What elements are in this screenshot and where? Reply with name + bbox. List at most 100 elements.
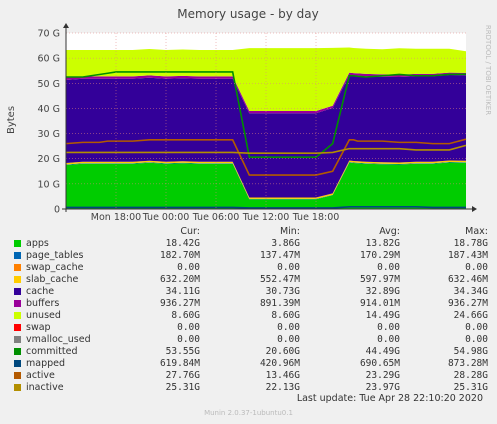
legend-value-min: 0.00 [277,322,300,333]
legend-value-max: 632.46M [447,274,488,285]
legend-value-max: 25.31G [453,382,488,393]
legend-header-min: Min: [279,226,300,237]
y-axis-label: Bytes [6,106,17,134]
y-tick-label: 30 G [38,129,60,140]
legend-row: slab_cache 632.20M 552.47M 597.97M 632.46M [0,274,497,286]
legend-row: vmalloc_used 0.00 0.00 0.00 0.00 [0,334,497,346]
legend-value-avg: 44.49G [365,346,400,357]
last-update: Last update: Tue Apr 28 22:10:20 2020 [296,393,483,404]
legend-label: vmalloc_used [26,334,91,345]
y-axis-arrow [63,23,69,28]
legend-value-avg: 597.97M [359,274,400,285]
legend: Cur: Min: Avg: Max: apps 18.42G 3.86G 13.82… [0,226,497,394]
legend-value-max: 873.28M [447,358,488,369]
legend-value-max: 936.27M [447,298,488,309]
legend-row: buffers 936.27M 891.39M 914.01M 936.27M [0,298,497,310]
legend-label: cache [26,286,55,297]
legend-value-avg: 0.00 [377,334,400,345]
legend-swatch [14,252,21,259]
legend-row: committed 53.55G 20.60G 44.49G 54.98G [0,346,497,358]
legend-value-max: 0.00 [465,334,488,345]
legend-row: apps 18.42G 3.86G 13.82G 18.78G [0,238,497,250]
legend-value-min: 137.47M [259,250,300,261]
line-mapped [66,206,466,209]
legend-swatch [14,372,21,379]
area-buffers [66,72,466,114]
legend-swatch [14,384,21,391]
legend-row: swap 0.00 0.00 0.00 0.00 [0,322,497,334]
legend-value-min: 30.73G [265,286,300,297]
y-tick-label: 40 G [38,104,60,115]
legend-row: inactive 25.31G 22.13G 23.97G 25.31G [0,382,497,394]
legend-value-max: 0.00 [465,322,488,333]
legend-label: active [26,370,55,381]
y-tick-label: 10 G [38,179,60,190]
legend-label: buffers [26,298,60,309]
legend-value-max: 0.00 [465,262,488,273]
legend-value-avg: 170.29M [359,250,400,261]
legend-value-cur: 0.00 [177,262,200,273]
legend-label: page_tables [26,250,84,261]
legend-row: cache 34.11G 30.73G 32.89G 34.34G [0,286,497,298]
x-tick-label: Tue 06:00 [192,212,240,223]
y-tick-label: 60 G [38,54,60,65]
legend-value-min: 13.46G [265,370,300,381]
chart-title: Memory usage - by day [177,7,318,21]
line-active [65,138,467,176]
legend-value-cur: 632.20M [159,274,200,285]
legend-value-avg: 914.01M [359,298,400,309]
legend-swatch [14,276,21,283]
legend-label: apps [26,238,49,249]
legend-value-cur: 53.55G [165,346,200,357]
legend-label: unused [26,310,61,321]
legend-row: page_tables 182.70M 137.47M 170.29M 187.43M [0,250,497,262]
legend-swatch [14,336,21,343]
legend-label: swap_cache [26,262,84,273]
legend-value-avg: 32.89G [365,286,400,297]
legend-row: mapped 619.84M 420.96M 690.65M 873.28M [0,358,497,370]
legend-value-max: 34.34G [453,286,488,297]
legend-value-cur: 619.84M [159,358,200,369]
legend-value-min: 552.47M [259,274,300,285]
legend-swatch [14,300,21,307]
legend-value-cur: 34.11G [165,286,200,297]
legend-swatch [14,240,21,247]
legend-value-avg: 690.65M [359,358,400,369]
legend-header-max: Max: [465,226,488,237]
legend-label: mapped [26,358,66,369]
legend-value-min: 3.86G [271,238,300,249]
legend-swatch [14,348,21,355]
munin-version: Munin 2.0.37-1ubuntu0.1 [204,409,293,417]
legend-row: swap_cache 0.00 0.00 0.00 0.00 [0,262,497,274]
legend-value-min: 0.00 [277,334,300,345]
legend-value-cur: 8.60G [171,310,200,321]
legend-value-avg: 0.00 [377,322,400,333]
y-tick-label: 50 G [38,79,60,90]
legend-value-cur: 936.27M [159,298,200,309]
legend-value-max: 24.66G [453,310,488,321]
legend-swatch [14,324,21,331]
legend-value-cur: 182.70M [159,250,200,261]
legend-value-max: 187.43M [447,250,488,261]
legend-value-max: 18.78G [453,238,488,249]
legend-value-cur: 18.42G [165,238,200,249]
legend-value-avg: 14.49G [365,310,400,321]
legend-label: swap [26,322,51,333]
legend-value-cur: 25.31G [165,382,200,393]
line-inactive [66,144,467,154]
legend-header-cur: Cur: [180,226,200,237]
legend-label: inactive [26,382,64,393]
x-tick-label: Tue 00:00 [142,212,190,223]
legend-value-avg: 0.00 [377,262,400,273]
legend-value-avg: 23.97G [365,382,400,393]
legend-swatch [14,288,21,295]
x-axis-arrow [472,206,477,212]
legend-header-avg: Avg: [379,226,400,237]
legend-value-avg: 23.29G [365,370,400,381]
legend-header: Cur: Min: Avg: Max: [0,226,497,238]
x-tick-label: Mon 18:00 [91,212,141,223]
legend-value-min: 8.60G [271,310,300,321]
legend-row: active 27.76G 13.46G 23.29G 28.28G [0,370,497,382]
side-credit: RRDTOOL / TOBI OETIKER [484,25,492,115]
y-tick-label: 0 [54,205,60,216]
